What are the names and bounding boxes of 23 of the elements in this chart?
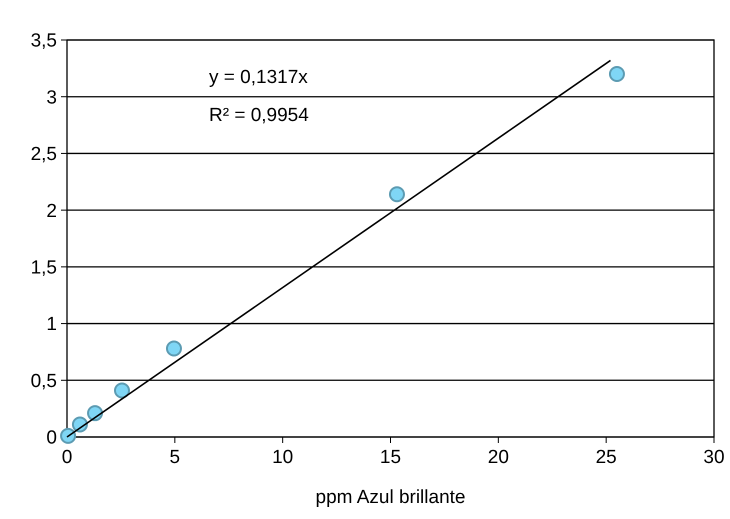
point xyxy=(60,428,76,444)
x-tick-label: 20 xyxy=(488,447,509,468)
point xyxy=(388,186,405,202)
y-tick-label: 0,5 xyxy=(30,370,57,392)
x-tick-label: 25 xyxy=(596,447,617,468)
y-tick-label: 1,5 xyxy=(30,258,57,279)
y-tick-label: 0 xyxy=(46,428,57,449)
point xyxy=(608,66,625,82)
point xyxy=(166,340,182,357)
x-tick-label: 5 xyxy=(170,447,180,468)
x-axis-title: ppm Azul brillante xyxy=(316,487,466,508)
y-tick-label: 2,5 xyxy=(30,144,57,166)
x-tick-label: 10 xyxy=(272,447,294,468)
y-tick-label: 1 xyxy=(46,314,57,336)
point xyxy=(114,382,130,398)
annotation: y = 0,1317x xyxy=(209,67,308,88)
x-tick-label: 15 xyxy=(380,447,402,468)
y-tick-label: 3,5 xyxy=(30,30,57,52)
x-tick-label: 30 xyxy=(703,447,725,468)
y-tick-label: 2 xyxy=(46,200,57,222)
y-tick-label: 3 xyxy=(46,87,57,108)
annotation: R² = 0,9954 xyxy=(209,105,310,126)
x-tick-label: 0 xyxy=(62,447,72,468)
